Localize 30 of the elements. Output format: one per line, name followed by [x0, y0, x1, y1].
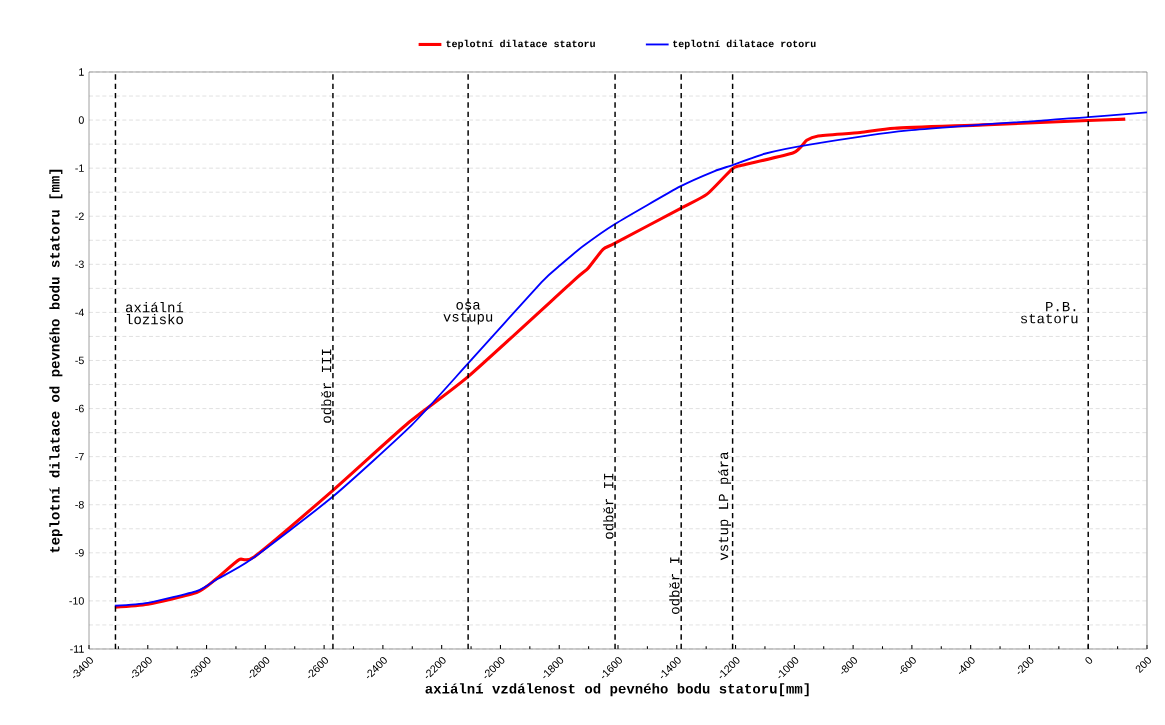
y-tick-label: -7 [75, 452, 84, 461]
y-tick-label: -5 [75, 356, 84, 365]
x-tick-label: -600 [900, 657, 916, 674]
ref-line-label: odběr I [669, 557, 680, 614]
legend-label: teplotní dilatace statoru [446, 39, 595, 50]
ref-line-label: vstup LP pára [718, 451, 732, 561]
ref-line-label: axiální lozisko [125, 301, 184, 325]
y-tick-label: -1 [75, 164, 84, 172]
y-tick-label: -9 [75, 549, 84, 557]
y-tick-label: -10 [69, 597, 84, 605]
x-tick-label: -200 [1017, 657, 1034, 674]
ref-line-label: P.B. statoru [1020, 301, 1078, 324]
y-tick-label: -3 [75, 260, 84, 269]
y-tick-label: -11 [70, 645, 84, 653]
x-tick-label: -400 [958, 657, 975, 674]
y-tick-label: -6 [75, 404, 84, 413]
y-tick-label: -4 [75, 308, 84, 317]
y-tick-label: 1 [79, 68, 84, 76]
y-axis-title: teplotní dilatace od pevného bodu statoru [mm] [49, 169, 63, 553]
x-tick-label: -800 [841, 657, 858, 674]
y-tick-label: 0 [78, 116, 84, 124]
y-tick-label: -8 [75, 500, 84, 509]
ref-line-label: odběr II [603, 473, 614, 539]
ref-line-label: osa vstupu [443, 301, 493, 325]
legend-label: teplotní dilatace rotoru [673, 39, 816, 50]
x-axis-title: axiální vzdálenost od pevného bodu statoru[mm] [425, 683, 809, 697]
y-tick-label: -2 [75, 212, 84, 220]
x-tick-label: 200 [1135, 657, 1151, 674]
ref-line-label: odběr III [321, 349, 332, 423]
x-tick-label: 0 [1085, 657, 1093, 664]
